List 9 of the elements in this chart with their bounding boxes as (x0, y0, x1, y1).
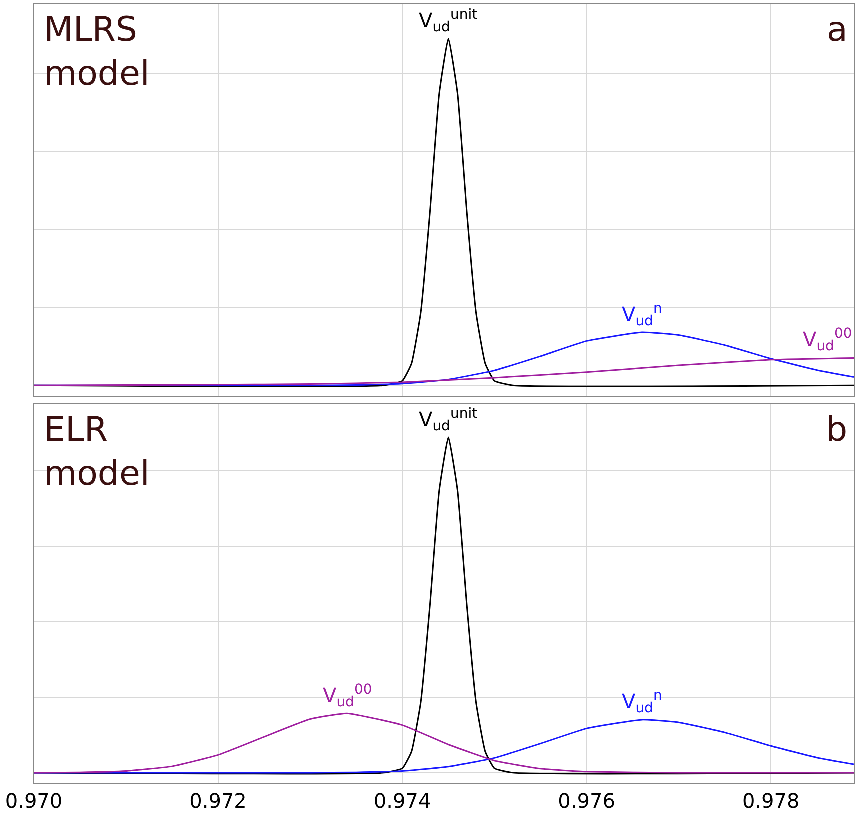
x-tick-label: 0.976 (558, 789, 616, 813)
x-tick-label: 0.978 (742, 789, 800, 813)
x-tick-label: 0.974 (374, 789, 432, 813)
x-tick-label: 0.970 (5, 789, 63, 813)
annotation: b (826, 410, 848, 450)
annotation: a (827, 10, 848, 50)
x-tick-label: 0.972 (190, 789, 247, 813)
annotation: ELR model (44, 410, 150, 494)
annotation: MLRS model (44, 10, 150, 94)
